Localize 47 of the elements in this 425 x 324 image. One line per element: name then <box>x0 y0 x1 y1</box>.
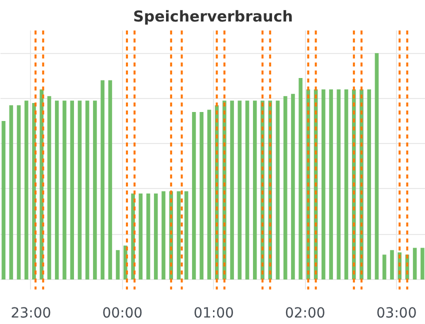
bar <box>207 110 212 280</box>
bar <box>9 105 14 280</box>
x-tick-label: 01:00 <box>194 306 234 322</box>
bar <box>245 100 250 280</box>
bar <box>390 250 394 280</box>
bar <box>24 100 28 280</box>
bar <box>85 100 90 280</box>
bar <box>329 89 333 280</box>
bar <box>322 89 326 280</box>
bar <box>344 89 348 280</box>
bar <box>162 191 166 280</box>
bar <box>62 100 66 280</box>
bar <box>154 194 158 280</box>
bar <box>138 194 143 280</box>
bar <box>100 80 104 280</box>
bar <box>238 100 242 280</box>
bar <box>276 100 280 280</box>
bar <box>382 254 386 280</box>
bar <box>176 191 181 280</box>
x-tick-label: 02:00 <box>284 306 326 322</box>
bar <box>283 96 288 280</box>
bar <box>420 248 424 280</box>
bar <box>374 53 379 280</box>
x-tick-label: 23:00 <box>10 306 52 322</box>
bar <box>2 121 6 280</box>
bar <box>108 80 112 280</box>
bar <box>367 89 372 280</box>
bar <box>291 94 295 280</box>
bar <box>230 100 234 280</box>
bar <box>192 112 196 280</box>
bar <box>16 105 21 280</box>
bar <box>146 194 150 280</box>
x-tick-label: 00:00 <box>102 306 143 322</box>
bar <box>70 100 74 280</box>
bar <box>54 100 59 280</box>
bar <box>93 100 97 280</box>
bar <box>116 250 120 280</box>
chart-title: Speicherverbrauch <box>133 8 293 26</box>
bar <box>184 191 188 280</box>
x-tick-label: 03:00 <box>376 306 417 322</box>
bar <box>412 248 417 280</box>
bar <box>252 100 257 280</box>
bar <box>200 112 204 280</box>
bar <box>78 100 82 280</box>
bar <box>47 96 52 280</box>
bar <box>336 89 341 280</box>
bar <box>298 78 302 280</box>
